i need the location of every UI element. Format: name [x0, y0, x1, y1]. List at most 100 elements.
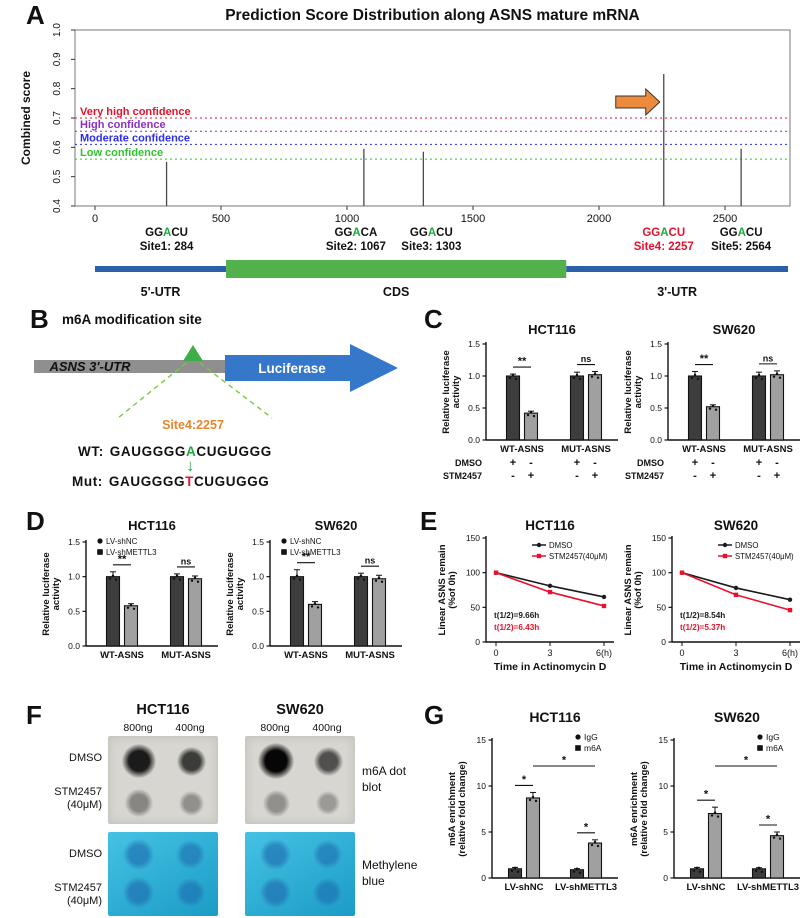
wt-m6a-base: A — [186, 444, 197, 459]
bar-DMSO-MUT-ASNS — [751, 375, 767, 441]
legend-marker-circle-icon — [575, 734, 581, 740]
x-tick-label: 3 — [733, 648, 738, 658]
bar-m6A-LV-shNC — [707, 813, 723, 879]
panel-b-label: B — [30, 304, 49, 334]
site-label: Site2: 1067 — [326, 241, 386, 253]
y-tick-label: 0.5 — [650, 403, 662, 413]
blot-dot — [178, 790, 204, 816]
panel-e-chart-hct116: HCT116 0 50 100 150 Linear ASNS remain (%of 0h… — [437, 518, 614, 673]
halflife-annotation: t(1/2)=9.66h — [494, 611, 539, 620]
data-point — [114, 578, 118, 581]
data-point — [126, 606, 130, 609]
y-axis-label: (%of 0h) — [447, 571, 458, 608]
zoom-dash-left — [117, 362, 187, 419]
x-tick-label: 0 — [679, 648, 684, 658]
treatment-value: - — [757, 470, 761, 482]
data-point — [775, 833, 779, 836]
bar-LV-shNC-WT-ASNS — [289, 576, 305, 647]
x-axis-label: Time in Actinomycin D — [680, 661, 793, 673]
treatment-row-label: STM2457 — [443, 471, 482, 481]
y-axis-label: m6A enrichment — [447, 771, 458, 846]
methylene-blue-blot-sw620 — [245, 832, 355, 916]
bar-m6A-LV-shMETTL3 — [587, 842, 603, 879]
data-point — [313, 602, 317, 605]
panel-f-col-hct116: HCT116 — [136, 702, 190, 718]
y-tick-label: 150 — [652, 533, 666, 543]
panel-g-label: G — [424, 700, 445, 730]
treatment-value: - — [593, 457, 597, 469]
data-point — [711, 404, 715, 407]
series-line-STM2457(40μM) — [681, 571, 791, 611]
treatment-value: - — [775, 457, 779, 469]
panel-a-title: Prediction Score Distribution along ASNS… — [225, 7, 640, 24]
blot-dot — [312, 877, 342, 907]
site-sequence: GGACA — [334, 227, 377, 239]
zoom-dash-right — [199, 362, 273, 419]
bar-IgG-LV-shNC — [689, 868, 705, 879]
legend-marker-square-icon — [281, 549, 287, 555]
treatment-value: + — [774, 470, 780, 482]
y-tick-label: 0.5 — [252, 606, 264, 616]
blot-dot — [175, 877, 205, 907]
blot-dot — [259, 838, 291, 870]
data-point — [513, 866, 517, 869]
utr-bar — [566, 266, 788, 272]
y-tick-label: 0 — [661, 637, 666, 647]
data-point — [692, 869, 696, 872]
data-point — [172, 577, 176, 580]
data-point — [772, 375, 776, 378]
sig-label: ns — [581, 354, 592, 364]
x-tick-label: 2500 — [713, 213, 737, 225]
data-point — [380, 580, 384, 583]
y-tick-label: 0.5 — [68, 606, 80, 616]
panel-f-label: F — [26, 700, 42, 730]
series-point — [493, 570, 499, 575]
mut-seq-prefix: GAUGGGG — [108, 474, 186, 489]
treatment-value: - — [693, 470, 697, 482]
panel-e-label: E — [420, 506, 438, 536]
sig-label: * — [584, 821, 589, 833]
luciferase-arrow — [225, 344, 398, 392]
panel-c-label: C — [424, 304, 443, 334]
data-point — [526, 413, 530, 417]
legend-marker-circle-icon — [536, 542, 542, 548]
bar-IgG-LV-shMETTL3 — [569, 869, 585, 879]
bar-STM2457-MUT-ASNS — [587, 374, 603, 441]
treatment-value: - — [575, 470, 579, 482]
chart-title: SW620 — [714, 518, 758, 533]
dose-label-800ng: 800ng — [123, 722, 153, 734]
blot-dot — [175, 839, 205, 869]
legend-label: IgG — [584, 732, 598, 742]
chart-title: SW620 — [315, 518, 358, 533]
y-tick-label: 0.7 — [52, 111, 63, 125]
y-axis-label: activity — [235, 577, 246, 610]
bar-LV-shMETTL3-WT-ASNS — [307, 603, 323, 647]
region-label: CDS — [383, 285, 409, 299]
data-point — [531, 795, 535, 799]
data-point — [108, 577, 112, 580]
legend-label: LV-shMETTL3 — [106, 548, 157, 557]
y-tick-label: 5 — [481, 827, 486, 837]
region-label: 5'-UTR — [141, 285, 181, 299]
data-point — [292, 577, 296, 580]
x-tick-label: 3 — [547, 648, 552, 658]
legend-label: LV-shNC — [106, 537, 138, 546]
blot-dot — [262, 789, 290, 817]
threshold-label: Low confidence — [80, 147, 163, 159]
y-tick-label: 50 — [657, 602, 667, 612]
data-point — [754, 869, 758, 872]
series-point — [547, 583, 553, 589]
data-point — [757, 373, 761, 377]
y-tick-label: 150 — [466, 533, 480, 543]
x-tick-label: 2000 — [587, 213, 611, 225]
group-label: WT-ASNS — [284, 650, 328, 661]
bar-LV-shNC-WT-ASNS — [105, 576, 121, 647]
m6a-site-triangle-icon — [183, 345, 203, 361]
y-axis-label: Relative luciferase — [623, 350, 634, 433]
highlight-arrow-icon — [615, 87, 661, 117]
site-sequence: GGACU — [642, 227, 685, 239]
data-point — [178, 578, 182, 581]
legend-marker-circle-icon — [757, 734, 763, 740]
bar-LV-shNC-MUT-ASNS — [169, 576, 185, 647]
threshold-label: Very high confidence — [80, 106, 191, 118]
